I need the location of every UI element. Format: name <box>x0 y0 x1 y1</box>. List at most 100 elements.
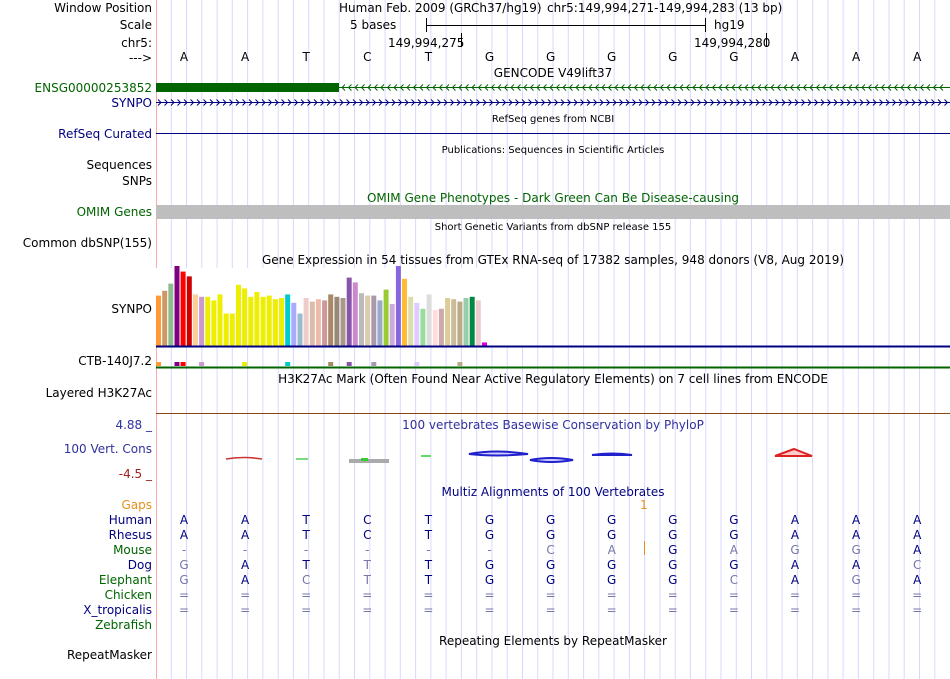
dbsnp-track-label[interactable]: Common dbSNP(155) <box>22 236 152 250</box>
strand-chevron <box>458 84 463 91</box>
strand-chevron <box>432 84 437 91</box>
alignment-base: = <box>912 603 923 617</box>
gtex-ctb-label[interactable]: CTB-140J7.2 <box>78 354 152 368</box>
strand-chevron <box>419 84 424 91</box>
alignment-base: A <box>240 573 250 587</box>
alignment-base: = <box>545 588 556 602</box>
strand-chevron <box>742 99 747 106</box>
h3k27ac-signal-line[interactable] <box>156 413 950 414</box>
alignment-base: T <box>302 528 310 542</box>
gencode-gene-models[interactable] <box>156 81 950 111</box>
gaps-mouse-marker <box>644 541 645 555</box>
gtex-tissue-bar <box>315 299 321 346</box>
species-label[interactable]: Elephant <box>98 573 152 587</box>
reference-base: G <box>607 50 617 64</box>
strand-chevron <box>354 84 359 91</box>
strand-chevron <box>931 99 936 106</box>
phylop-logo[interactable] <box>156 446 950 466</box>
strand-chevron <box>274 99 279 106</box>
strand-chevron <box>385 99 390 106</box>
h3k27ac-track-label[interactable]: Layered H3K27Ac <box>45 386 152 400</box>
gtex-tissue-bar <box>408 296 414 346</box>
strand-chevron <box>229 99 234 106</box>
strand-arrow-label[interactable]: ---> <box>128 51 152 65</box>
strand-chevron <box>242 99 247 106</box>
gtex-expression-chart[interactable] <box>156 266 950 370</box>
alignment-base: = <box>545 603 556 617</box>
species-label[interactable]: Rhesus <box>108 528 152 542</box>
strand-chevron <box>248 99 253 106</box>
strand-chevron <box>827 99 832 106</box>
strand-chevron <box>373 84 378 91</box>
phylop-mark-8 <box>591 452 633 456</box>
alignment-base: G <box>729 558 739 572</box>
strand-chevron <box>347 84 352 91</box>
gtex-tissue-bar <box>162 290 168 346</box>
species-label[interactable]: Mouse <box>113 543 152 557</box>
strand-chevron <box>157 99 162 106</box>
strand-chevron <box>529 84 534 91</box>
gtex-tissue-bar <box>482 342 487 346</box>
strand-chevron <box>703 99 708 106</box>
strand-chevron <box>755 99 760 106</box>
gtex-tissue-bar <box>242 288 248 346</box>
strand-chevron <box>705 84 710 91</box>
gencode-gene-label[interactable]: ENSG00000253852 <box>34 81 152 95</box>
alignment-base: = <box>484 588 495 602</box>
strand-chevron <box>640 84 645 91</box>
gtex-tissue-bar <box>475 300 481 346</box>
alignment-base: = <box>178 588 190 602</box>
sequences-track-label[interactable]: Sequences <box>86 158 152 172</box>
strand-chevron <box>846 99 851 106</box>
reference-base: T <box>302 50 310 64</box>
snps-track-label[interactable]: SNPs <box>122 174 152 188</box>
strand-chevron <box>398 99 403 106</box>
alignment-base: G <box>607 573 617 587</box>
reference-base: G <box>484 50 495 64</box>
strand-chevron <box>710 99 715 106</box>
strand-chevron <box>503 84 508 91</box>
strand-chevron <box>411 99 416 106</box>
reference-base: G <box>729 50 739 64</box>
species-label[interactable]: Human <box>108 513 152 527</box>
strand-chevron <box>627 84 632 91</box>
alignment-base: = <box>912 588 923 602</box>
gtex-synpo-label[interactable]: SYNPO <box>111 302 152 316</box>
scale-db: hg19 <box>714 18 745 32</box>
strand-chevron <box>620 84 625 91</box>
gaps-label[interactable]: Gaps <box>121 498 152 512</box>
alignment-base: G <box>668 543 678 557</box>
strand-chevron <box>848 84 853 91</box>
synpo-gene-label[interactable]: SYNPO <box>111 96 152 110</box>
gtex-tissue-bar <box>211 300 217 346</box>
refseq-gene-line[interactable] <box>156 133 950 134</box>
strand-chevron <box>443 99 448 106</box>
species-label[interactable]: X_tropicalis <box>83 603 152 617</box>
strand-chevron <box>677 99 682 106</box>
strand-chevron <box>523 84 528 91</box>
omim-phenotype-bar[interactable] <box>156 205 950 219</box>
strand-chevron <box>885 99 890 106</box>
alignment-base: A <box>851 528 861 542</box>
strand-chevron <box>510 84 515 91</box>
gtex-tissue-bar <box>322 300 328 346</box>
phylop-track-label[interactable]: 100 Vert. Cons <box>63 442 152 456</box>
species-label[interactable]: Dog <box>127 558 152 572</box>
strand-chevron <box>560 99 565 106</box>
gtex-tissue-bar <box>254 292 260 346</box>
alignment-base: T <box>363 558 371 572</box>
ensg-strand-chevrons <box>341 84 944 91</box>
alignment-base: G <box>668 513 678 527</box>
strand-chevron <box>685 84 690 91</box>
strand-chevron <box>822 84 827 91</box>
refseq-track-label[interactable]: RefSeq Curated <box>58 127 152 141</box>
gtex-ctb-bar <box>174 362 180 366</box>
repeatmasker-track-label[interactable]: RepeatMasker <box>66 648 152 662</box>
reference-base: G <box>668 50 678 64</box>
species-label[interactable]: Chicken <box>104 588 152 602</box>
gtex-tissue-bar <box>217 294 223 346</box>
species-label[interactable]: Zebrafish <box>95 618 152 632</box>
omim-track-label[interactable]: OMIM Genes <box>76 205 152 219</box>
strand-chevron <box>463 99 468 106</box>
reference-base: T <box>424 50 433 64</box>
